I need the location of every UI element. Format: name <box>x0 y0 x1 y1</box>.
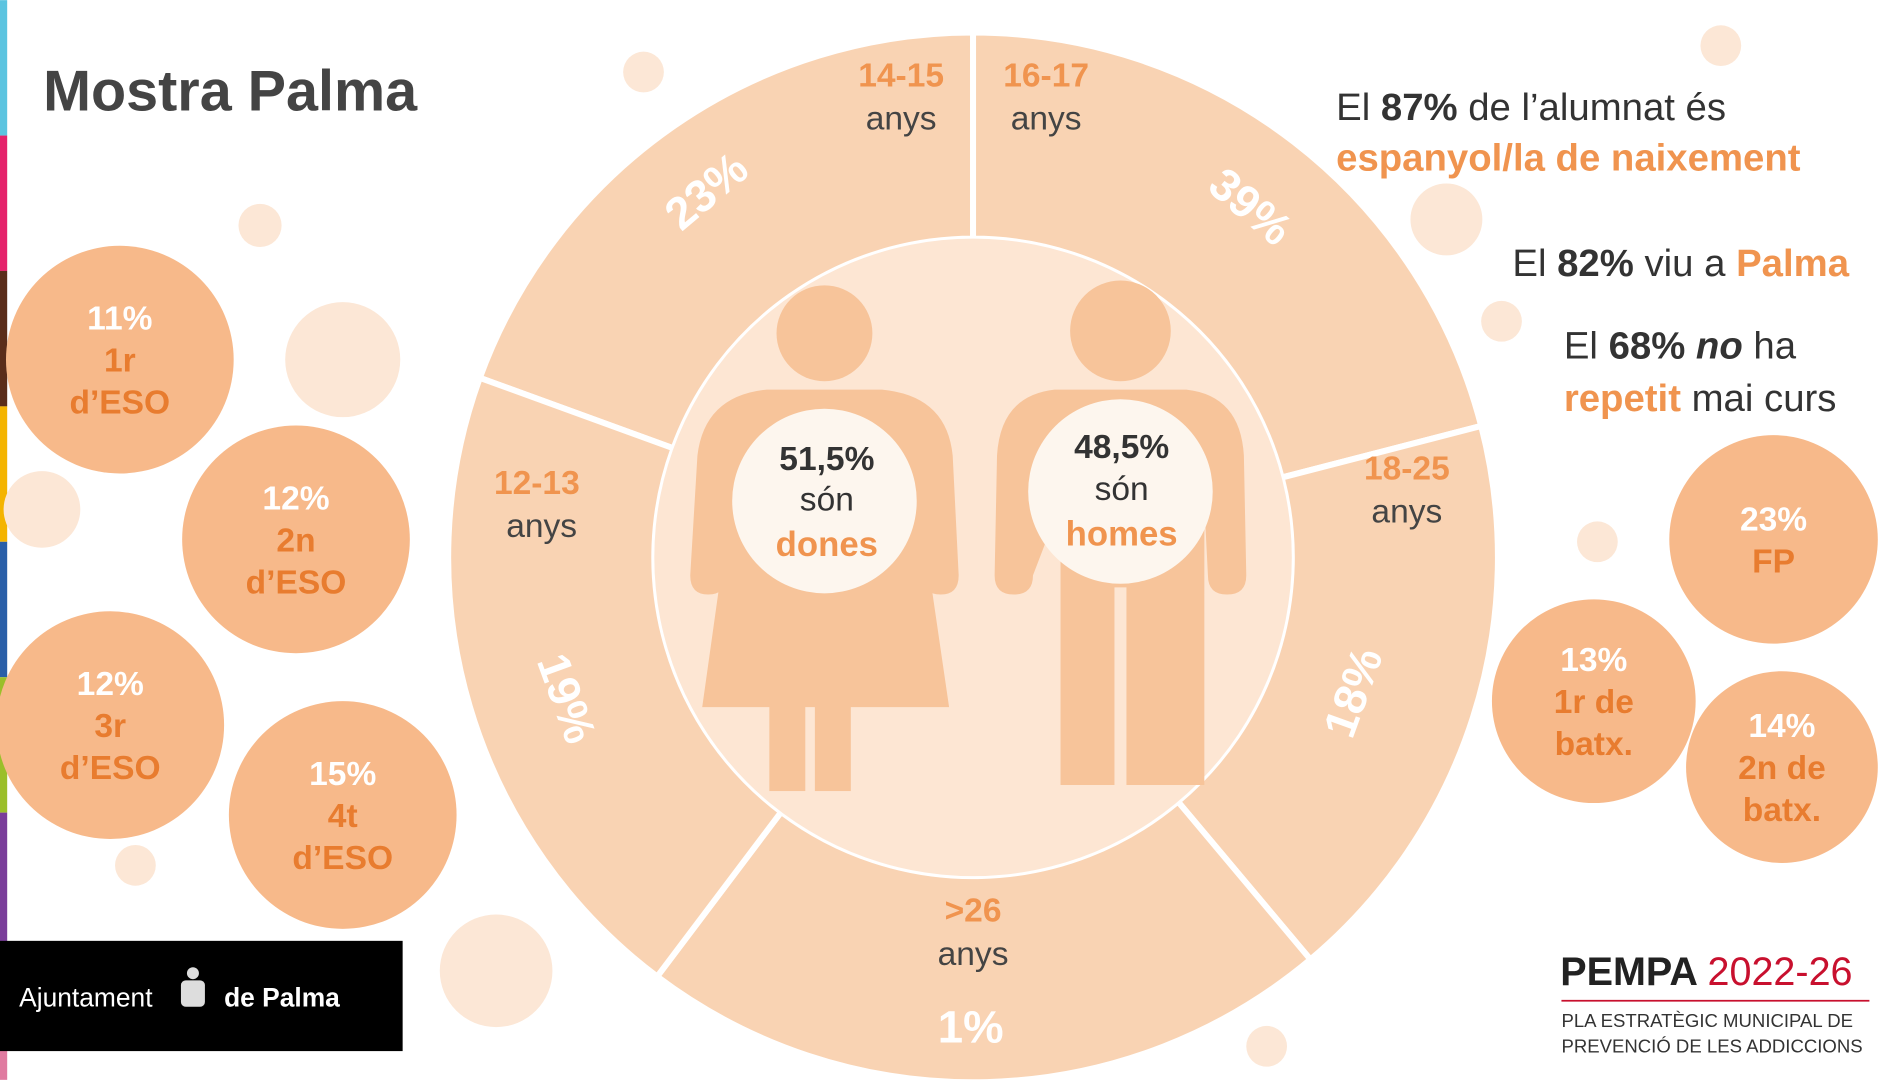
course-label: 4t <box>328 798 358 835</box>
course-percent: 23% <box>1740 501 1807 538</box>
title: Mostra Palma <box>43 59 418 123</box>
courses: 11% 1r d’ESO 12% 2n d’ESO 12% 3r d’ESO 15% 4t d’ESO… <box>0 245 1878 929</box>
age-label: 14-15 <box>858 57 944 94</box>
course-label: 1r <box>104 343 136 380</box>
bubbles <box>3 25 1742 1067</box>
course-percent: 12% <box>77 666 144 703</box>
crest <box>180 967 205 1007</box>
course-circle <box>1669 435 1878 644</box>
age-label: >26 <box>945 893 1002 930</box>
course-label: batx. <box>1743 792 1821 829</box>
course-circle <box>182 425 410 654</box>
course-circle <box>0 611 225 839</box>
gender-percent: 51,5% <box>779 441 874 478</box>
side-stripes <box>0 0 8 1080</box>
age-label: 16-17 <box>1003 57 1089 94</box>
course-circle <box>1491 599 1696 804</box>
course-label: 2n <box>276 522 315 559</box>
age-unit: anys <box>866 101 937 138</box>
course-percent: 12% <box>262 480 329 517</box>
age-label: 18-25 <box>1364 450 1450 487</box>
donut-segment <box>652 797 1315 1080</box>
course-percent: 13% <box>1560 642 1627 679</box>
age-percent: 1% <box>938 1002 1004 1053</box>
fact: El 68% no ha <box>1564 324 1797 367</box>
fact: repetit mai curs <box>1564 377 1837 420</box>
age-unit: anys <box>1371 494 1442 531</box>
fact: El 82% viu a Palma <box>1512 242 1849 285</box>
course-percent: 14% <box>1748 708 1815 745</box>
course-circle <box>5 245 234 474</box>
course-label: d’ESO <box>60 750 161 787</box>
age-unit: anys <box>506 508 577 545</box>
pempa-subtitle: PLA ESTRATÈGIC MUNICIPAL DE <box>1561 1010 1853 1031</box>
donut-segment <box>970 29 1485 482</box>
age-unit: anys <box>938 936 1009 973</box>
pempa-subtitle: PREVENCIÓ DE LES ADDICCIONS <box>1561 1035 1862 1056</box>
logo-text: de Palma <box>224 983 340 1013</box>
age-donut <box>445 29 1501 1080</box>
course-circle <box>228 701 457 929</box>
fact: El 87% de l’alumnat és <box>1336 86 1726 129</box>
age-unit: anys <box>1011 101 1082 138</box>
logo-text: Ajuntament <box>19 983 153 1013</box>
gender-percent: 48,5% <box>1074 429 1169 466</box>
fact: espanyol/la de naixement <box>1336 136 1801 179</box>
course-label: 3r <box>94 708 126 745</box>
course-label: d’ESO <box>69 385 170 422</box>
course-percent: 15% <box>309 756 376 793</box>
pempa-logo: PEMPA 2022-26 <box>1560 950 1852 994</box>
course-percent: 11% <box>87 301 152 338</box>
course-label: FP <box>1752 543 1795 580</box>
age-label: 12-13 <box>494 465 580 502</box>
course-label: 2n de <box>1738 750 1826 787</box>
gender-badge <box>1028 399 1213 584</box>
course-label: 1r de <box>1554 684 1634 721</box>
gender-verb: són <box>800 482 854 519</box>
course-circle <box>1686 671 1878 863</box>
course-label: d’ESO <box>246 564 347 601</box>
gender-verb: són <box>1095 471 1149 508</box>
gender-badge <box>732 408 917 594</box>
gender-label: dones <box>776 526 878 564</box>
course-label: d’ESO <box>292 840 393 877</box>
course-label: batx. <box>1555 726 1633 763</box>
gender-label: homes <box>1066 515 1178 553</box>
